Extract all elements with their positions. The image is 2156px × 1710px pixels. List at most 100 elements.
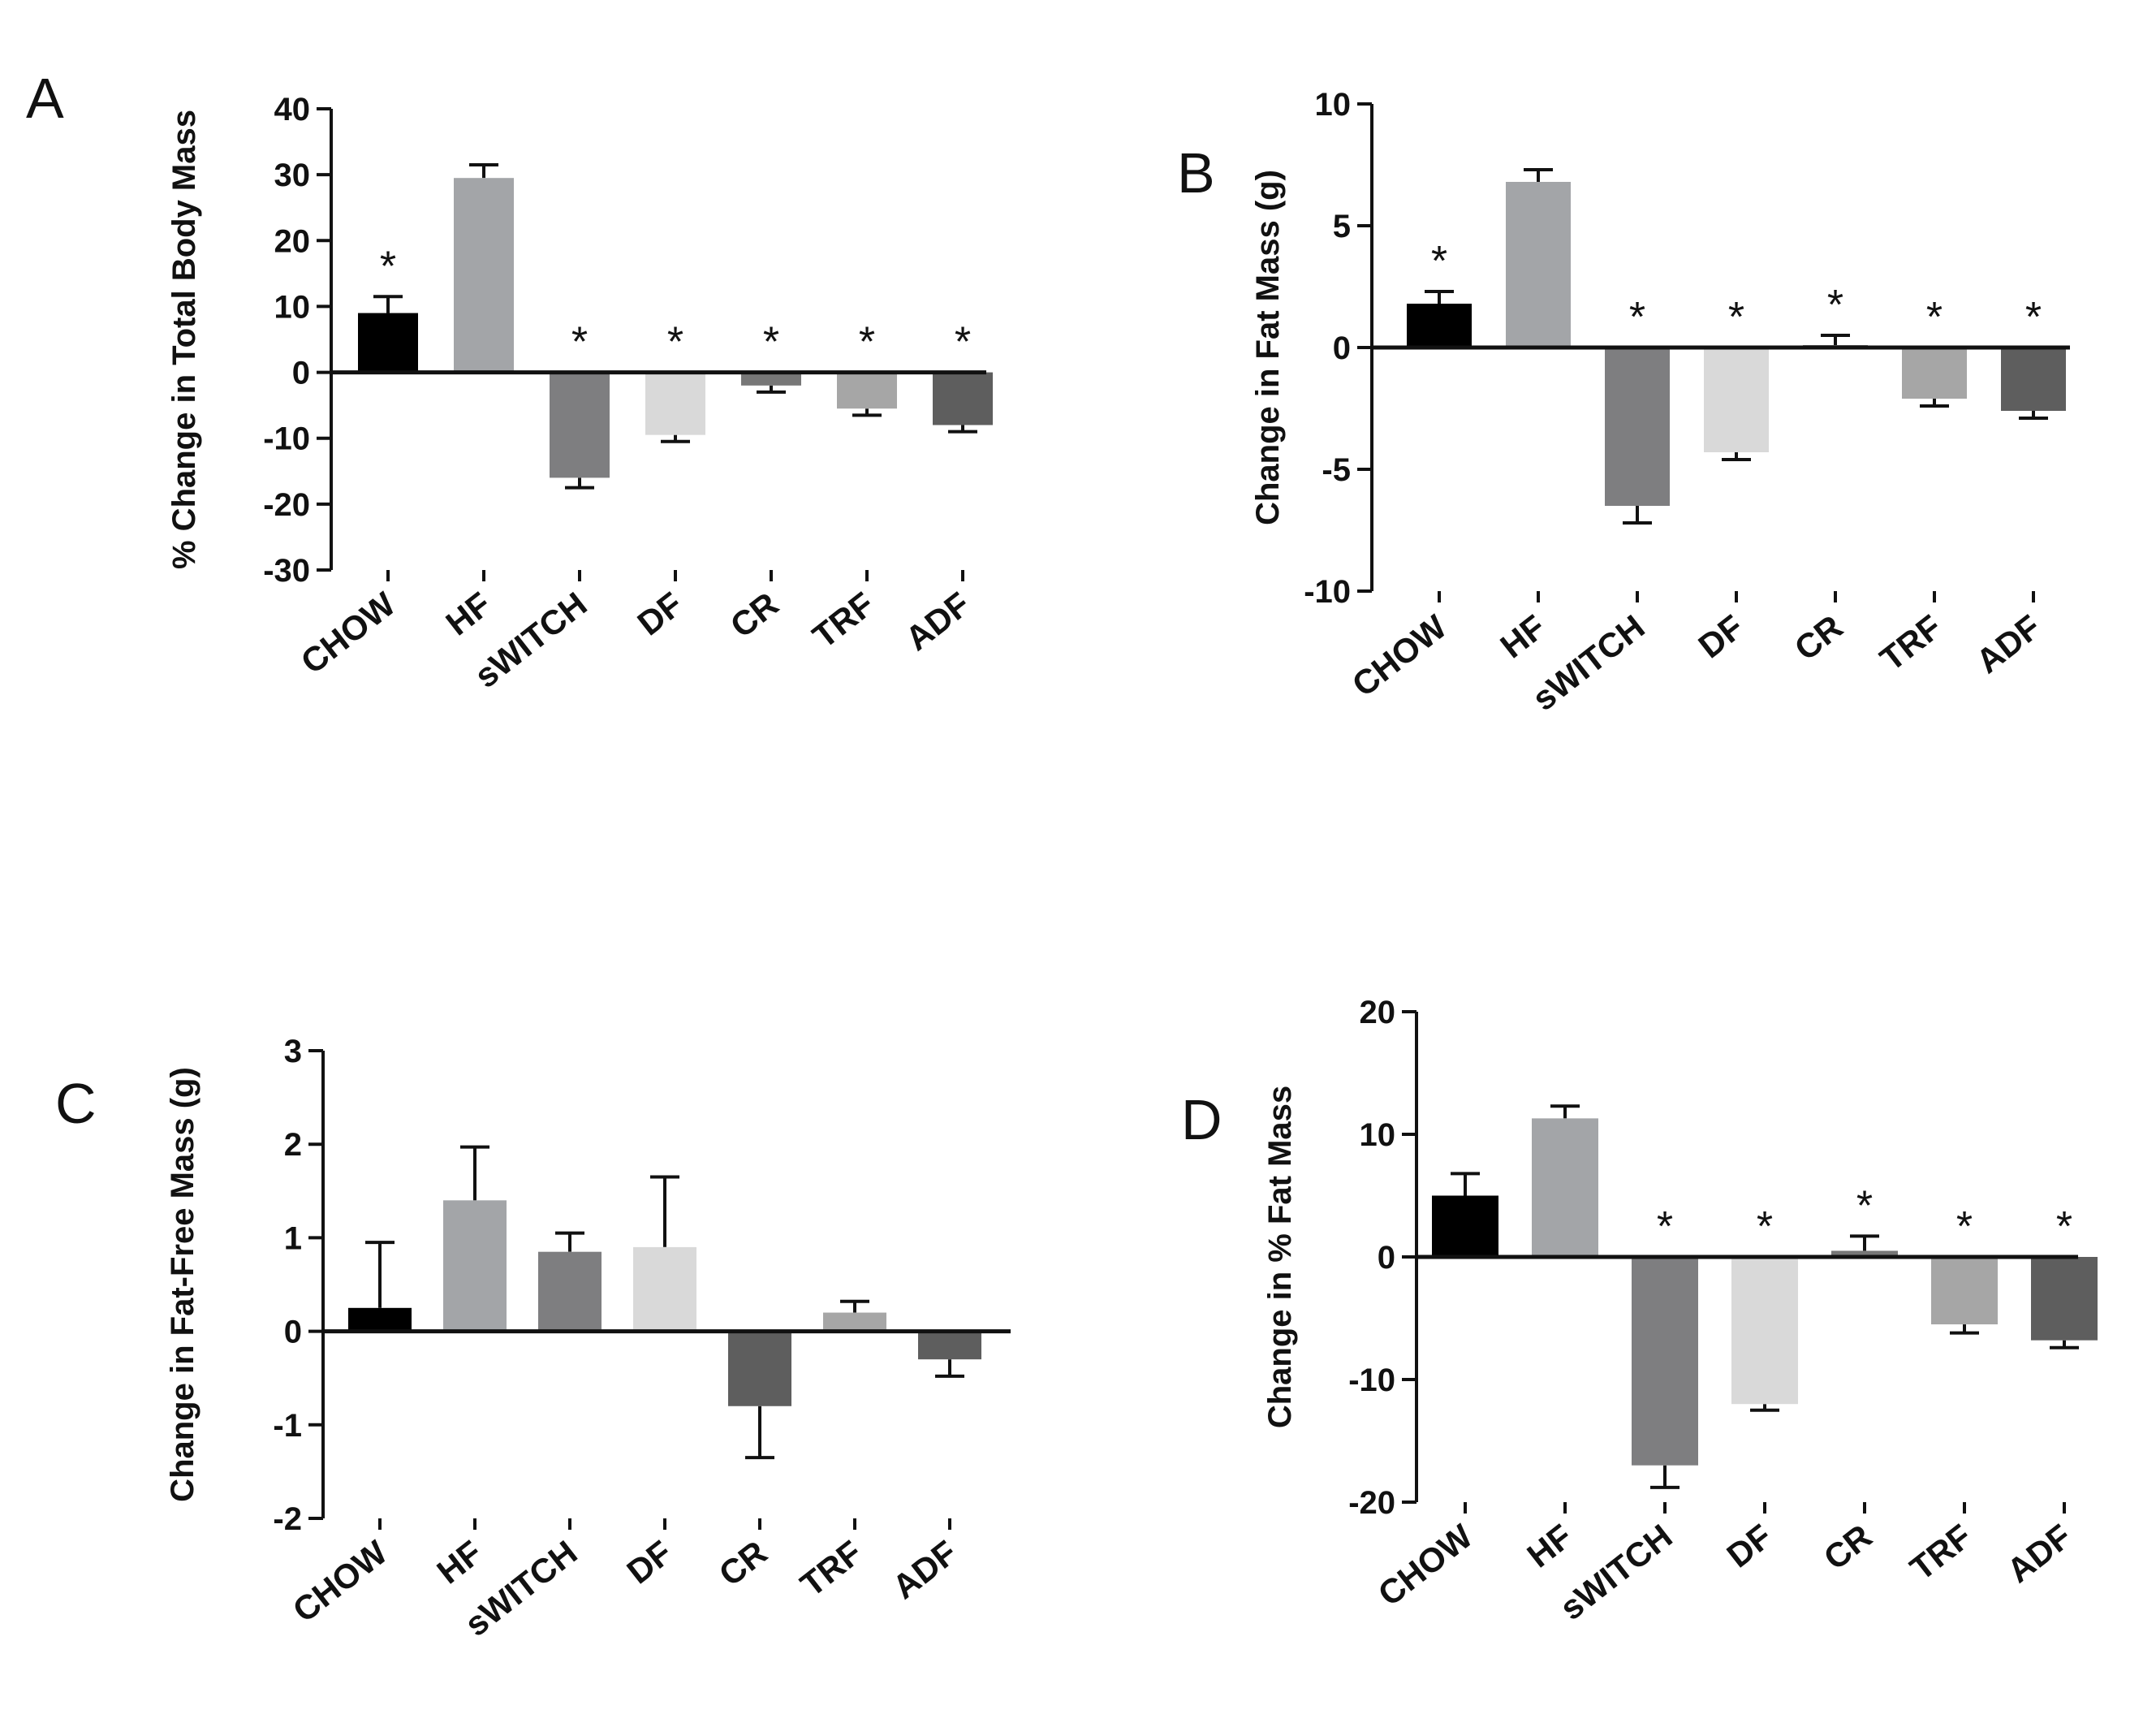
significance-star: * (571, 319, 588, 366)
category-label: TRF (1873, 607, 1948, 678)
category-label: CR (712, 1533, 774, 1593)
y-axis-title: Change in % Fat Mass (1262, 1086, 1298, 1428)
category-label: ADF (2000, 1517, 2079, 1590)
category-label: ADF (1969, 607, 2048, 680)
bar-cr (741, 372, 801, 386)
significance-star: * (1856, 1182, 1873, 1229)
bar-trf (1902, 348, 1967, 399)
bar-adf (2031, 1257, 2098, 1341)
category-label: DF (1691, 607, 1750, 666)
significance-star: * (1827, 282, 1843, 329)
bar-hf (1506, 182, 1571, 348)
y-tick-label: 1 (284, 1220, 302, 1256)
category-label: ADF (899, 585, 977, 658)
bar-df (1704, 348, 1769, 452)
category-label: CR (1817, 1517, 1879, 1577)
y-tick-label: 0 (292, 356, 310, 391)
bar-cr (728, 1331, 791, 1406)
bar-df (645, 372, 705, 435)
y-tick-label: -2 (273, 1501, 302, 1537)
category-label: HF (1520, 1517, 1579, 1575)
chart-panel-c: C Change in Fat-Free Mass (g) 3 2 1 0 -1 -2CHOW… (55, 1034, 1011, 1643)
category-label: CHOW (294, 585, 403, 681)
bar-chow (348, 1307, 412, 1332)
y-tick-label: 20 (1360, 995, 1396, 1030)
significance-star: * (667, 319, 683, 366)
y-tick-label: -20 (263, 487, 310, 523)
bar-chow (1432, 1195, 1498, 1257)
y-tick-label: 2 (284, 1127, 302, 1163)
bar-switch (1632, 1257, 1698, 1466)
category-label: sWITCH (1525, 607, 1652, 718)
significance-star: * (1926, 294, 1943, 341)
bar-df (1731, 1257, 1798, 1405)
bar-adf (918, 1331, 981, 1360)
y-tick-label: 10 (1360, 1117, 1396, 1153)
y-tick-label: -10 (1348, 1362, 1395, 1398)
significance-star: * (2056, 1203, 2072, 1250)
bar-trf (823, 1312, 886, 1332)
panel-letter: A (26, 67, 64, 130)
bar-chow (1407, 304, 1472, 348)
category-label: CHOW (1345, 607, 1454, 704)
significance-star: * (859, 319, 875, 366)
bar-hf (1532, 1118, 1598, 1257)
bar-adf (933, 372, 993, 425)
bar-hf (454, 178, 514, 373)
y-tick-label: -10 (263, 421, 310, 457)
y-axis-title: Change in Fat-Free Mass (g) (165, 1067, 201, 1502)
bar-trf (837, 372, 897, 409)
y-tick-label: 40 (274, 92, 311, 127)
category-label: HF (438, 585, 498, 643)
bar-switch (1605, 348, 1670, 506)
category-label: CR (723, 585, 786, 645)
category-label: TRF (805, 585, 881, 655)
y-axis-title: % Change in Total Body Mass (166, 110, 202, 569)
y-tick-label: -20 (1348, 1485, 1395, 1521)
y-tick-label: 5 (1333, 209, 1351, 244)
bar-df (633, 1246, 696, 1332)
bar-hf (443, 1200, 507, 1332)
category-label: DF (619, 1533, 679, 1591)
y-axis-title: Change in Fat Mass (g) (1250, 170, 1286, 525)
category-label: TRF (1903, 1517, 1978, 1587)
panel-letter: D (1181, 1088, 1222, 1151)
y-tick-label: -5 (1322, 452, 1351, 488)
significance-star: * (1629, 294, 1645, 341)
bar-adf (2001, 348, 2066, 411)
y-tick-label: 3 (284, 1034, 302, 1069)
y-tick-label: 20 (274, 223, 311, 259)
y-tick-label: 0 (1333, 330, 1351, 366)
chart-panel-b: B Change in Fat Mass (g) 10 5 0 -5 -10 * CHOW HF *… (1177, 87, 2070, 718)
significance-star: * (1757, 1203, 1773, 1250)
y-tick-label: 10 (274, 289, 311, 325)
y-tick-label: 10 (1315, 87, 1352, 123)
y-tick-label: -1 (273, 1408, 302, 1444)
significance-star: * (1431, 238, 1447, 285)
category-label: HF (429, 1533, 489, 1591)
category-label: DF (1719, 1517, 1779, 1575)
bar-switch (550, 372, 610, 478)
bar-cr (1831, 1250, 1898, 1257)
significance-star: * (380, 243, 396, 290)
significance-star: * (955, 319, 971, 366)
bar-switch (538, 1251, 602, 1332)
bar-chow (358, 313, 418, 373)
y-tick-label: -30 (263, 553, 310, 589)
panel-letter: C (55, 1072, 97, 1135)
significance-star: * (1956, 1203, 1973, 1250)
category-label: TRF (793, 1533, 869, 1604)
significance-star: * (763, 319, 779, 366)
category-label: HF (1493, 607, 1552, 666)
chart-panel-a: A % Change in Total Body Mass 40 30 20 10 0 -10… (26, 67, 993, 695)
category-label: CHOW (1371, 1517, 1480, 1613)
category-label: CR (1787, 607, 1850, 667)
panel-letter: B (1177, 141, 1215, 205)
significance-star: * (1657, 1203, 1673, 1250)
category-label: ADF (886, 1533, 964, 1606)
category-label: sWITCH (1553, 1517, 1680, 1627)
category-label: CHOW (286, 1533, 395, 1630)
significance-star: * (1728, 294, 1744, 341)
